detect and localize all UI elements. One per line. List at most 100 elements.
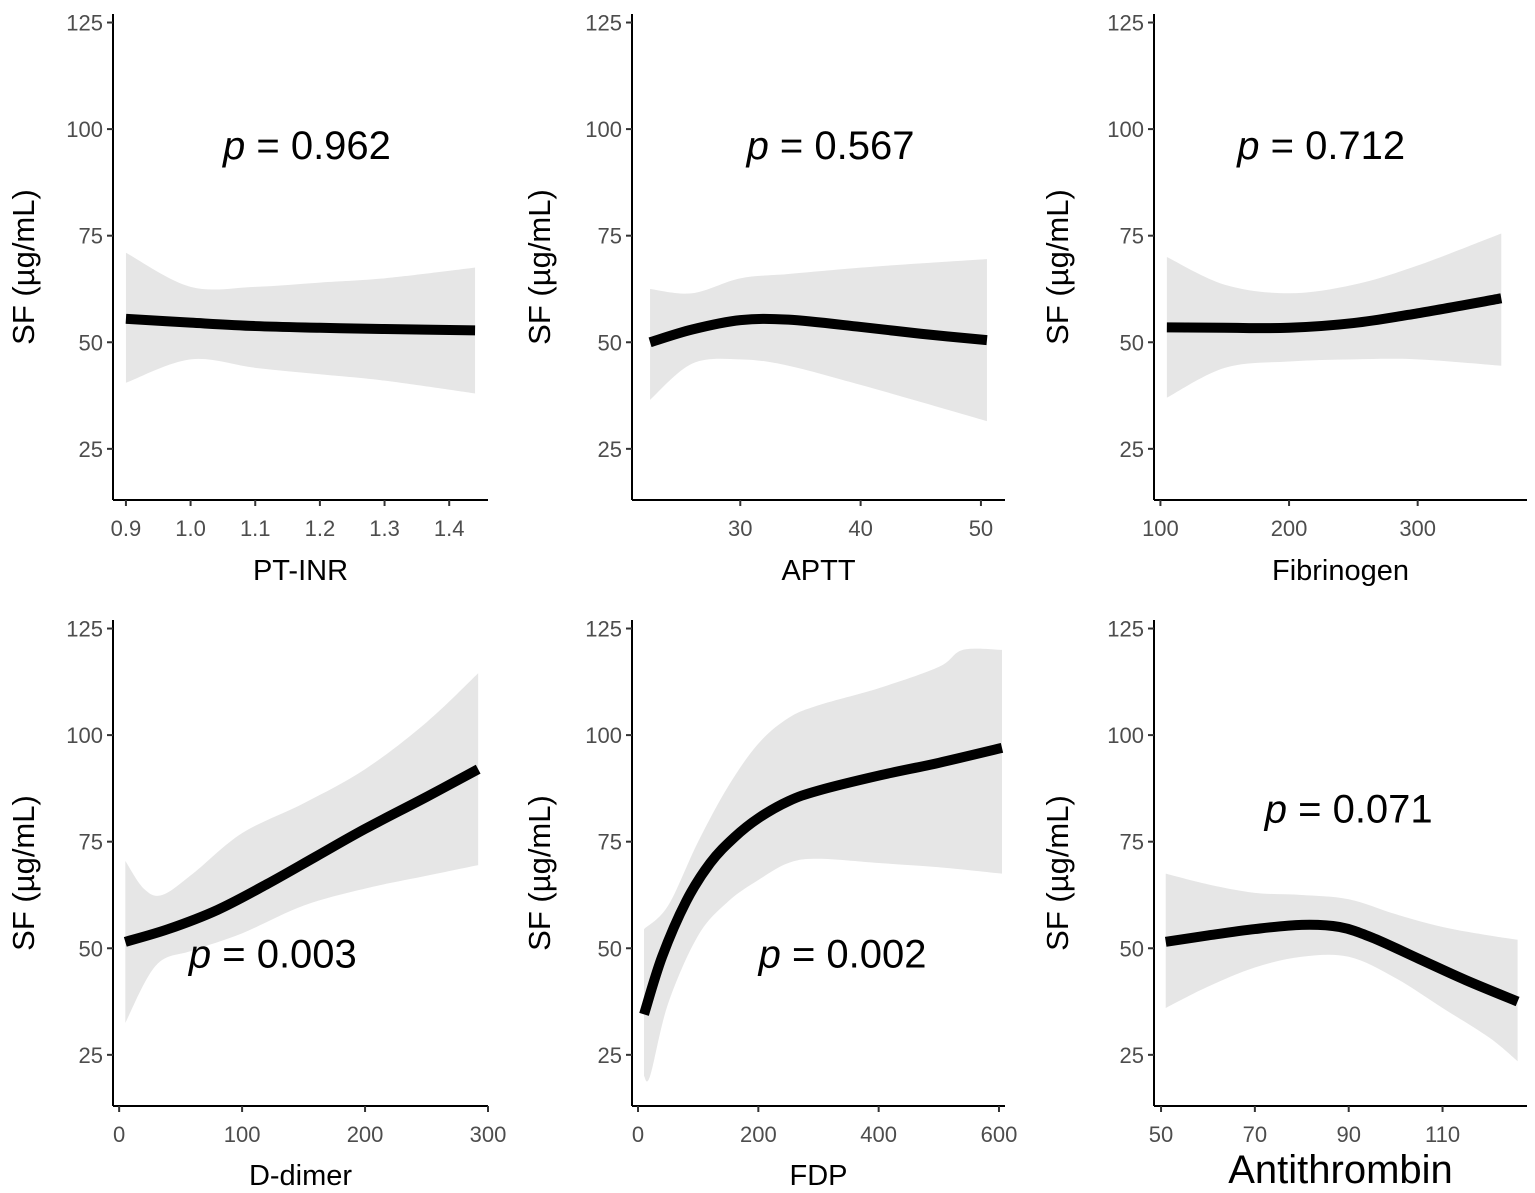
p-symbol: p xyxy=(758,932,792,976)
p-value-text: = 0.567 xyxy=(780,124,915,168)
fit-line xyxy=(1164,919,1520,1007)
y-tick-label: 125 xyxy=(66,617,103,642)
x-tick-label: 50 xyxy=(1149,1122,1173,1147)
p-symbol: p xyxy=(746,124,780,168)
fit-line xyxy=(123,764,481,947)
p-value-text: = 0.002 xyxy=(792,932,927,976)
y-tick-label: 25 xyxy=(1120,437,1144,462)
y-tick-label: 50 xyxy=(1120,330,1144,355)
panel-fibrinogen: 25 50 75 100 125 100 200 300 Fibrinogen SF (µg/mL… xyxy=(1040,11,1527,587)
y-tick-label: 75 xyxy=(598,224,622,249)
x-tick-label: 0 xyxy=(632,1122,644,1147)
y-tick-label: 25 xyxy=(79,437,103,462)
y-axis-title: SF (µg/mL) xyxy=(522,189,557,345)
x-tick-label: 100 xyxy=(224,1122,261,1147)
confidence-band xyxy=(1165,873,1518,1062)
confidence-band xyxy=(650,259,987,422)
y-tick-label: 100 xyxy=(1107,723,1144,748)
p-value-annotation: p = 0.071 xyxy=(1264,788,1433,832)
y-tick-label: 75 xyxy=(598,830,622,855)
y-tick-label: 125 xyxy=(585,617,622,642)
y-tick-label: 125 xyxy=(1107,617,1144,642)
x-tick-label: 300 xyxy=(1399,516,1436,541)
p-symbol: p xyxy=(188,932,222,976)
y-tick-label: 50 xyxy=(598,936,622,961)
p-value-text: = 0.712 xyxy=(1271,124,1406,168)
y-tick-label: 125 xyxy=(66,11,103,36)
x-tick-label: 50 xyxy=(969,516,993,541)
y-axis-title: SF (µg/mL) xyxy=(6,795,41,951)
y-tick-label: 25 xyxy=(1120,1043,1144,1068)
p-value-text: = 0.003 xyxy=(222,932,357,976)
y-tick-label: 100 xyxy=(1107,117,1144,142)
x-tick-label: 600 xyxy=(981,1122,1018,1147)
y-tick-label: 25 xyxy=(598,437,622,462)
x-tick-label: 200 xyxy=(1271,516,1308,541)
panel-pt-inr: 25 50 75 100 125 0.9 1.0 1.1 1.2 1.3 1.4 PT-INR SF (… xyxy=(6,11,488,587)
y-axis-title: SF (µg/mL) xyxy=(1040,189,1075,345)
confidence-band xyxy=(125,673,479,1023)
p-symbol: p xyxy=(1264,788,1298,832)
fit-line xyxy=(648,313,988,348)
fit-line xyxy=(125,313,476,336)
p-value-text: = 0.962 xyxy=(256,124,391,168)
p-value-annotation: p = 0.962 xyxy=(222,124,391,168)
x-tick-label: 1.2 xyxy=(305,516,336,541)
x-tick-label: 110 xyxy=(1425,1122,1460,1147)
x-tick-label: 200 xyxy=(740,1122,777,1147)
y-tick-label: 75 xyxy=(79,224,103,249)
y-tick-label: 50 xyxy=(1120,936,1144,961)
y-tick-label: 100 xyxy=(66,723,103,748)
x-axis-title: Fibrinogen xyxy=(1272,555,1409,587)
y-tick-label: 50 xyxy=(79,936,103,961)
x-tick-label: 90 xyxy=(1336,1122,1360,1147)
x-tick-label: 70 xyxy=(1243,1122,1267,1147)
y-axis-title: SF (µg/mL) xyxy=(522,795,557,951)
fit-line xyxy=(1166,293,1503,334)
y-tick-label: 100 xyxy=(585,117,622,142)
x-tick-label: 1.1 xyxy=(240,516,271,541)
y-tick-label: 125 xyxy=(1107,11,1144,36)
y-tick-label: 25 xyxy=(79,1043,103,1068)
x-axis-title: FDP xyxy=(790,1160,848,1192)
x-tick-label: 40 xyxy=(848,516,872,541)
y-tick-label: 75 xyxy=(79,830,103,855)
p-value-text: = 0.071 xyxy=(1298,788,1433,832)
x-tick-label: 300 xyxy=(470,1122,507,1147)
x-axis-title: D-dimer xyxy=(249,1160,352,1192)
p-value-annotation: p = 0.712 xyxy=(1236,124,1405,168)
y-tick-label: 100 xyxy=(66,117,103,142)
y-axis-title: SF (µg/mL) xyxy=(1040,795,1075,951)
y-tick-label: 50 xyxy=(598,330,622,355)
fit-line xyxy=(639,743,1004,1016)
p-value-annotation: p = 0.003 xyxy=(188,932,357,976)
x-tick-label: 400 xyxy=(860,1122,897,1147)
x-tick-label: 100 xyxy=(1142,516,1179,541)
p-symbol: p xyxy=(1236,124,1270,168)
x-tick-label: 200 xyxy=(347,1122,384,1147)
p-value-annotation: p = 0.567 xyxy=(746,124,915,168)
x-tick-label: 1.4 xyxy=(434,516,465,541)
panel-d-dimer: 25 50 75 100 125 0 100 200 300 D-dimer SF (µg/mL) p… xyxy=(6,617,506,1192)
x-tick-label: 1.3 xyxy=(369,516,400,541)
y-tick-label: 75 xyxy=(1120,224,1144,249)
y-axis-title: SF (µg/mL) xyxy=(6,189,41,345)
x-axis-title: Antithrombin xyxy=(1228,1148,1453,1192)
x-tick-label: 0 xyxy=(113,1122,125,1147)
y-tick-label: 25 xyxy=(598,1043,622,1068)
p-symbol: p xyxy=(222,124,256,168)
y-tick-label: 75 xyxy=(1120,830,1144,855)
y-tick-label: 100 xyxy=(585,723,622,748)
x-tick-label: 30 xyxy=(728,516,752,541)
panel-aptt: 25 50 75 100 125 30 40 50 APTT SF (µg/mL) p = 0.56… xyxy=(522,11,1005,587)
confidence-band xyxy=(1166,233,1502,398)
x-tick-label: 1.0 xyxy=(175,516,206,541)
y-tick-label: 50 xyxy=(79,330,103,355)
p-value-annotation: p = 0.002 xyxy=(758,932,927,976)
x-axis-title: PT-INR xyxy=(253,555,348,587)
confidence-band xyxy=(644,648,1002,1082)
x-tick-label: 0.9 xyxy=(111,516,142,541)
y-tick-label: 125 xyxy=(585,11,622,36)
